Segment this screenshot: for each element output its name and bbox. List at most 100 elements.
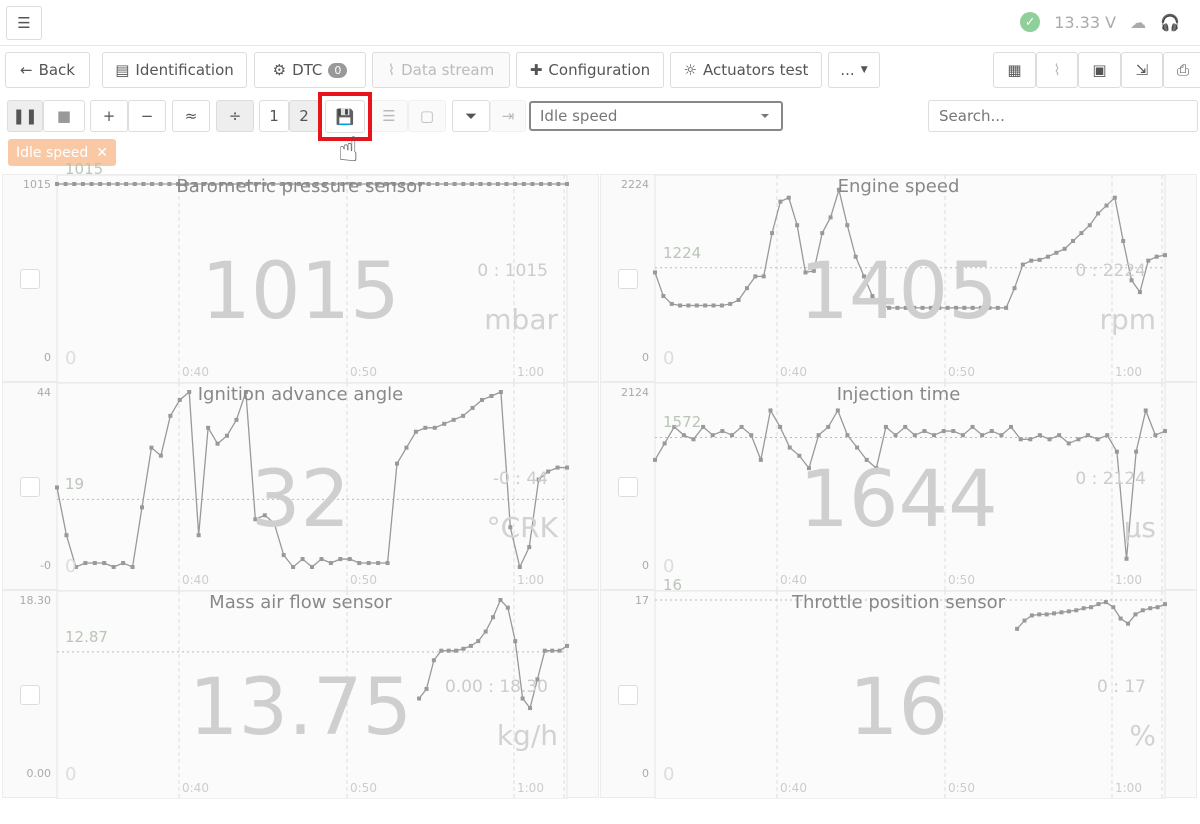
clear-selection-button[interactable]: ▢ [408,100,446,132]
data-point [297,182,302,186]
data-point [225,433,229,438]
data-point [98,182,103,186]
data-point [530,182,535,186]
puzzle-icon: ✚ [529,61,543,79]
data-point [314,182,319,186]
fullscreen-button[interactable]: ▣ [1078,52,1121,88]
data-point [374,182,379,186]
compress-button[interactable]: ÷ [216,100,254,132]
print-button[interactable]: ⎙ [1163,52,1200,88]
data-point [409,182,414,186]
zero-label: 0 [663,764,675,785]
data-stream-button[interactable]: ⌇ Data stream [372,52,510,88]
data-point [357,182,362,186]
smooth-button[interactable]: ≈ [172,100,210,132]
arrow-to-end-icon: ⇥ [501,107,515,125]
zoom-in-button[interactable]: + [90,100,128,132]
data-point [498,390,503,394]
headset-icon[interactable]: 🎧 [1160,12,1180,32]
data-point [461,182,466,186]
data-point [508,525,513,530]
sensor-graph [55,175,569,383]
select-checkbox[interactable] [20,477,40,497]
close-icon[interactable]: ✕ [96,144,108,161]
actuators-test-button[interactable]: ☼ Actuators test [670,52,822,88]
zoom-out-button[interactable]: − [128,100,166,132]
data-point [376,561,381,566]
select-checkbox[interactable] [618,477,638,497]
data-point [451,417,456,422]
floppy-disk-icon: 💾 [335,107,355,126]
data-point [291,565,296,569]
jump-end-button[interactable]: ⇥ [490,100,526,132]
stop-button[interactable]: ■ [43,100,85,132]
filter-clear-button[interactable]: ⏷ [452,100,490,132]
data-point [92,561,97,566]
data-point [513,639,518,644]
time-tick: 0:40 [182,573,209,587]
data-point [758,457,763,462]
data-point [662,441,667,446]
time-tick: 1:00 [517,781,544,795]
preset-select[interactable]: Idle speed [529,101,783,131]
data-point [328,561,333,566]
data-point [874,466,879,471]
page-1-button[interactable]: 1 [259,100,289,132]
back-button[interactable]: ← Back [5,52,90,88]
data-point [505,605,510,610]
data-point [1089,605,1094,610]
data-point [864,457,869,462]
data-point [845,433,850,438]
time-tick: 0:40 [780,781,807,795]
data-point [960,433,965,438]
sensor-panel: 18.30 0.00 12.87 0 13.75 0.00 : 18.30 kg… [2,590,599,799]
data-point [461,413,466,418]
data-point [215,441,220,446]
select-checkbox[interactable] [20,269,40,289]
configuration-button[interactable]: ✚ Configuration [516,52,664,88]
list-button[interactable]: ☰ [370,100,408,132]
data-point [111,565,116,569]
data-point [130,565,135,569]
data-point [686,303,691,308]
identification-button[interactable]: ▤ Identification [102,52,247,88]
data-point [1059,610,1064,615]
cloud-icon: ☁ [1130,12,1147,32]
data-point [454,648,459,653]
pause-button[interactable]: ❚❚ [7,100,43,132]
data-point [89,182,94,186]
grid-view-button[interactable]: ▦ [993,52,1036,88]
data-point [83,561,88,566]
dtc-button[interactable]: ⚙ DTC 0 [254,52,366,88]
data-point [744,286,749,291]
page-2-button[interactable]: 2 [289,100,319,132]
more-dropdown[interactable]: ... ▼ [828,52,880,88]
data-point [115,182,120,186]
value-range: 0 : 17 [1097,677,1146,697]
data-point [366,182,371,186]
plot-area [56,175,568,383]
zero-label: 0 [65,556,77,577]
data-point [1022,618,1027,623]
save-button[interactable]: 💾 [325,100,365,133]
data-point [1105,433,1110,438]
select-checkbox[interactable] [20,685,40,705]
battery-voltage: 13.33 V [1054,12,1117,32]
filter-tag[interactable]: Idle speed ✕ [8,139,116,166]
minus-icon: − [140,107,154,125]
menu-button[interactable]: ☰ [6,6,42,40]
import-button[interactable]: ⇲ [1121,52,1163,88]
select-checkbox[interactable] [618,269,638,289]
data-point [903,305,908,310]
sensor-title: Mass air flow sensor [209,592,392,613]
data-point [855,445,860,450]
data-point [347,557,352,562]
data-point [73,565,78,569]
data-point [989,429,994,434]
sensor-panel: 2124 0 1572 0 1644 0 : 2124 µs Injection… [600,382,1197,591]
graph-view-button[interactable]: ⌇ [1036,52,1078,88]
search-input[interactable] [928,100,1198,132]
data-point [167,182,172,186]
select-checkbox[interactable] [618,685,638,705]
data-point [681,433,686,438]
